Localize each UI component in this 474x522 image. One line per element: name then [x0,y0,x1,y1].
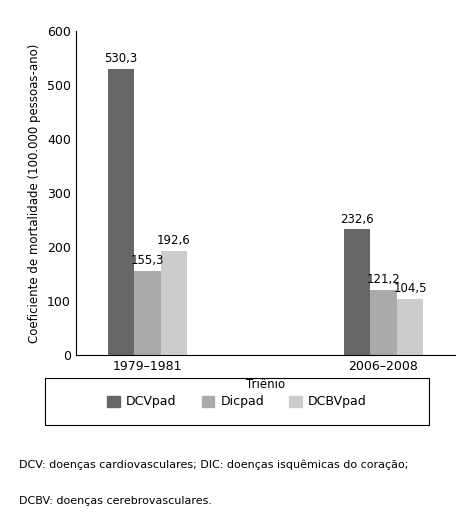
Bar [397,299,423,355]
Bar [161,251,187,355]
Bar [370,290,397,355]
Text: 104,5: 104,5 [393,282,427,295]
Text: 121,2: 121,2 [366,273,400,286]
Text: 232,6: 232,6 [340,213,374,226]
Text: DCV: doenças cardiovasculares; DIC: doenças isquêmicas do coração;: DCV: doenças cardiovasculares; DIC: doen… [19,459,408,470]
Bar [108,69,134,355]
Y-axis label: Coeficiente de mortalidade (100.000 pessoas-ano): Coeficiente de mortalidade (100.000 pess… [28,43,41,343]
Bar [344,230,370,355]
Text: 155,3: 155,3 [131,254,164,267]
Text: 192,6: 192,6 [157,234,191,247]
X-axis label: Triênio: Triênio [246,378,285,392]
Bar [134,271,161,355]
Text: 530,3: 530,3 [104,52,137,65]
Legend: DCVpad, Dicpad, DCBVpad: DCVpad, Dicpad, DCBVpad [101,389,373,414]
Text: DCBV: doenças cerebrovasculares.: DCBV: doenças cerebrovasculares. [19,496,212,506]
